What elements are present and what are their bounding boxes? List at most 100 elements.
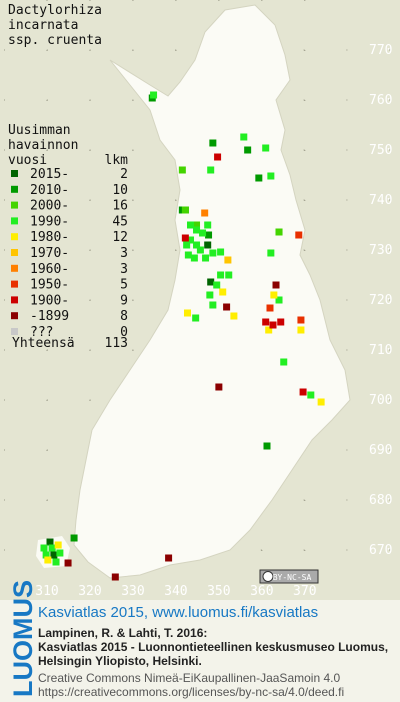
legend-swatch bbox=[11, 328, 18, 335]
legend-label: 1970- bbox=[30, 246, 69, 261]
observation-square bbox=[244, 146, 252, 154]
y-tick-label: 720 bbox=[369, 293, 392, 308]
observation-square bbox=[56, 549, 64, 557]
observation-square bbox=[217, 271, 225, 279]
legend-swatch bbox=[11, 233, 18, 241]
y-tick-label: 700 bbox=[369, 393, 392, 408]
x-tick-label: 310 bbox=[35, 584, 58, 599]
observation-square bbox=[44, 556, 52, 564]
y-tick-label: 730 bbox=[369, 243, 392, 258]
observation-square bbox=[297, 316, 305, 324]
observation-square bbox=[214, 153, 222, 161]
y-tick-label: 750 bbox=[369, 143, 392, 158]
observation-square bbox=[181, 234, 189, 242]
observation-square bbox=[275, 296, 283, 304]
observation-square bbox=[267, 249, 275, 257]
legend-count: 16 bbox=[112, 199, 128, 214]
legend-swatch bbox=[11, 201, 18, 209]
y-tick-label: 770 bbox=[369, 43, 392, 58]
observation-square bbox=[272, 281, 280, 289]
brand: LUOMUS bbox=[8, 580, 38, 697]
observations bbox=[40, 91, 325, 581]
legend: Dactylorhiza incarnata ssp. cruenta Uusi… bbox=[8, 3, 128, 351]
observation-square bbox=[275, 228, 283, 236]
observation-square bbox=[277, 318, 285, 326]
observation-square bbox=[199, 229, 207, 237]
legend-swatch bbox=[11, 296, 18, 304]
citation: Helsingin Yliopisto, Helsinki. bbox=[38, 654, 202, 668]
observation-square bbox=[224, 256, 232, 264]
observation-square bbox=[255, 174, 263, 182]
observation-square bbox=[295, 231, 303, 239]
legend-swatch bbox=[11, 185, 18, 193]
legend-label: 1990- bbox=[30, 214, 69, 229]
legend-count: 0 bbox=[120, 325, 128, 340]
observation-square bbox=[150, 91, 158, 99]
legend-label: -1899 bbox=[30, 309, 69, 324]
legend-label: 1900- bbox=[30, 293, 69, 308]
legend-swatch bbox=[11, 217, 18, 225]
observation-square bbox=[183, 241, 191, 249]
legend-count: 45 bbox=[112, 214, 128, 229]
observation-square bbox=[206, 291, 214, 299]
legend-heading: havainnon bbox=[8, 138, 78, 153]
observation-square bbox=[190, 254, 198, 262]
observation-square bbox=[299, 388, 307, 396]
observation-square bbox=[266, 304, 274, 312]
y-tick-label: 680 bbox=[369, 493, 392, 508]
observation-square bbox=[209, 139, 217, 147]
observation-square bbox=[280, 358, 288, 366]
title-line: incarnata bbox=[8, 18, 78, 33]
y-tick-label: 690 bbox=[369, 443, 392, 458]
legend-count: 5 bbox=[120, 278, 128, 293]
observation-square bbox=[204, 221, 212, 229]
y-tick-label: 740 bbox=[369, 193, 392, 208]
observation-square bbox=[193, 241, 201, 249]
observation-square bbox=[209, 301, 217, 309]
legend-count: 3 bbox=[120, 262, 128, 277]
observation-square bbox=[225, 271, 233, 279]
observation-square bbox=[207, 278, 215, 286]
y-tick-label: 670 bbox=[369, 543, 392, 558]
observation-square bbox=[184, 309, 192, 317]
observation-square bbox=[213, 281, 221, 289]
observation-square bbox=[42, 551, 50, 559]
observation-square bbox=[230, 312, 238, 320]
observation-square bbox=[54, 541, 62, 549]
x-tick-label: 320 bbox=[78, 584, 101, 599]
observation-square bbox=[52, 558, 60, 566]
observation-square bbox=[219, 288, 227, 296]
badge-icon bbox=[262, 571, 274, 582]
legend-label: 2000- bbox=[30, 199, 69, 214]
observation-square bbox=[270, 291, 278, 299]
legend-heading: lkm bbox=[105, 153, 129, 168]
observation-square bbox=[202, 254, 210, 262]
badge-text: BY-NC-SA bbox=[273, 573, 312, 582]
observation-square bbox=[204, 241, 212, 249]
observation-square bbox=[262, 318, 270, 326]
observation-square bbox=[267, 172, 275, 180]
observation-square bbox=[181, 206, 189, 214]
observation-square bbox=[201, 209, 209, 217]
legend-label: 2015- bbox=[30, 167, 69, 182]
total-label: Yhteensä bbox=[12, 336, 75, 351]
badge-box bbox=[259, 569, 319, 584]
observation-square bbox=[178, 166, 186, 174]
observation-square bbox=[297, 326, 305, 334]
observation-square bbox=[269, 321, 277, 329]
legend-count: 12 bbox=[112, 230, 128, 245]
legend-swatch bbox=[11, 249, 18, 256]
observation-square bbox=[111, 573, 119, 581]
license: https://creativecommons.org/licenses/by-… bbox=[38, 685, 344, 699]
legend-heading: vuosi bbox=[8, 153, 47, 168]
x-tick-label: 340 bbox=[164, 584, 187, 599]
observation-square bbox=[46, 538, 54, 546]
legend-swatch bbox=[11, 264, 18, 272]
y-tick-label: 760 bbox=[369, 93, 392, 108]
legend-count: 3 bbox=[120, 246, 128, 261]
observation-square bbox=[307, 391, 315, 399]
x-tick-label: 360 bbox=[250, 584, 273, 599]
legend-count: 10 bbox=[112, 183, 128, 198]
total-value: 113 bbox=[105, 336, 128, 351]
